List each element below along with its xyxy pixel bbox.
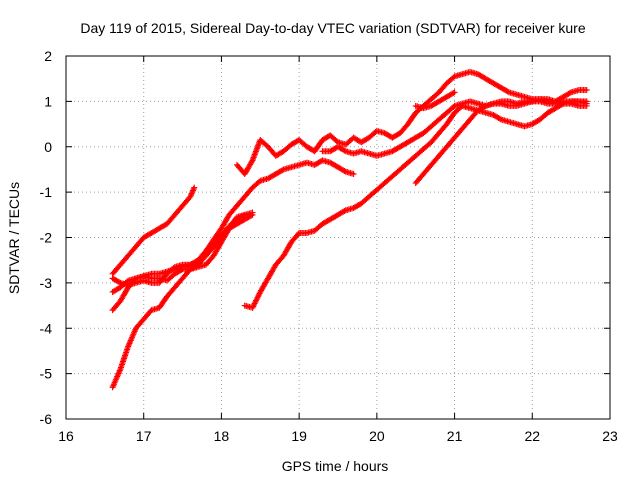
x-tick-label: 22 <box>524 428 540 444</box>
data-marks <box>109 68 590 391</box>
x-tick-label: 19 <box>291 428 307 444</box>
y-tick-label: -2 <box>40 230 53 246</box>
data-point <box>350 170 357 177</box>
data-point <box>450 90 457 97</box>
tick-labels: 16 17 18 19 20 21 22 23 -6 -5 -4 -3 -2 -1 0 1 2 <box>40 48 618 444</box>
data-point <box>566 90 573 97</box>
data-point <box>583 98 590 105</box>
data-point <box>240 212 247 219</box>
series-track-i <box>412 98 590 187</box>
series-track-a <box>109 184 198 277</box>
series-track-j <box>412 89 458 112</box>
x-tick-label: 23 <box>602 428 618 444</box>
chart-title: Day 119 of 2015, Sidereal Day-to-day VTE… <box>80 20 585 36</box>
data-point <box>248 212 255 219</box>
y-tick-label: 2 <box>44 48 52 64</box>
x-tick-label: 21 <box>447 428 463 444</box>
data-point <box>341 208 348 215</box>
y-tick-label: -5 <box>40 366 53 382</box>
data-point <box>583 87 590 94</box>
data-point <box>248 158 255 165</box>
data-point <box>451 89 458 96</box>
data-point <box>249 211 256 218</box>
x-tick-label: 16 <box>58 428 74 444</box>
data-point <box>116 279 123 286</box>
series-track-e <box>109 211 248 391</box>
data-point <box>279 167 286 174</box>
x-tick-label: 17 <box>136 428 152 444</box>
axis-ticks <box>65 55 611 420</box>
data-point <box>504 88 511 95</box>
y-tick-label: -1 <box>40 184 53 200</box>
data-point <box>191 184 198 191</box>
y-tick-label: -6 <box>40 411 53 427</box>
data-point <box>295 231 302 238</box>
x-tick-label: 20 <box>369 428 385 444</box>
x-axis-label: GPS time / hours <box>282 458 389 474</box>
data-point <box>341 147 348 154</box>
data-point <box>341 167 348 174</box>
y-tick-label: -4 <box>40 320 53 336</box>
x-tick-label: 18 <box>214 428 230 444</box>
y-tick-label: 0 <box>44 139 52 155</box>
data-point <box>496 115 503 122</box>
data-point <box>241 211 248 218</box>
y-tick-label: 1 <box>44 93 52 109</box>
data-point <box>481 103 488 110</box>
y-axis-label: SDTVAR / TECUs <box>6 182 22 294</box>
y-tick-label: -3 <box>40 275 53 291</box>
